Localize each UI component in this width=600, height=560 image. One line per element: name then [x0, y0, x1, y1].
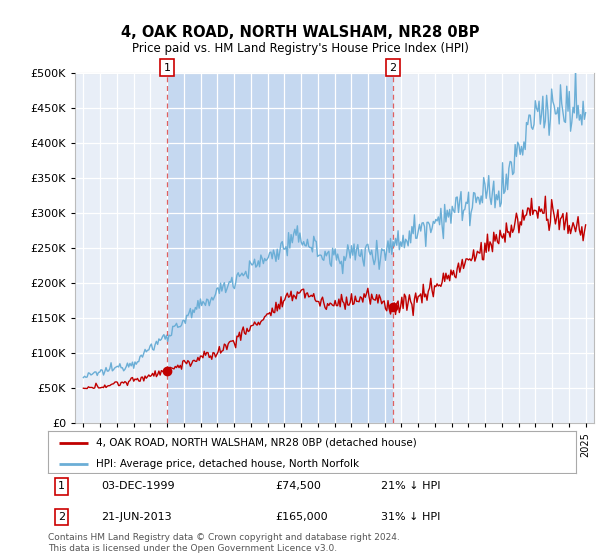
Bar	[167, 73, 393, 423]
Text: 2: 2	[389, 63, 397, 73]
Text: 21% ↓ HPI: 21% ↓ HPI	[380, 482, 440, 491]
Text: £165,000: £165,000	[275, 512, 328, 522]
Text: £74,500: £74,500	[275, 482, 321, 491]
Text: 1: 1	[58, 482, 65, 491]
Text: 1: 1	[164, 63, 170, 73]
Text: 2: 2	[58, 512, 65, 522]
Text: 4, OAK ROAD, NORTH WALSHAM, NR28 0BP: 4, OAK ROAD, NORTH WALSHAM, NR28 0BP	[121, 25, 479, 40]
Text: 31% ↓ HPI: 31% ↓ HPI	[380, 512, 440, 522]
Text: Contains HM Land Registry data © Crown copyright and database right 2024.
This d: Contains HM Land Registry data © Crown c…	[48, 533, 400, 553]
Text: 21-JUN-2013: 21-JUN-2013	[101, 512, 172, 522]
Text: 03-DEC-1999: 03-DEC-1999	[101, 482, 175, 491]
Text: HPI: Average price, detached house, North Norfolk: HPI: Average price, detached house, Nort…	[95, 459, 359, 469]
Text: Price paid vs. HM Land Registry's House Price Index (HPI): Price paid vs. HM Land Registry's House …	[131, 42, 469, 55]
Text: 4, OAK ROAD, NORTH WALSHAM, NR28 0BP (detached house): 4, OAK ROAD, NORTH WALSHAM, NR28 0BP (de…	[95, 438, 416, 448]
